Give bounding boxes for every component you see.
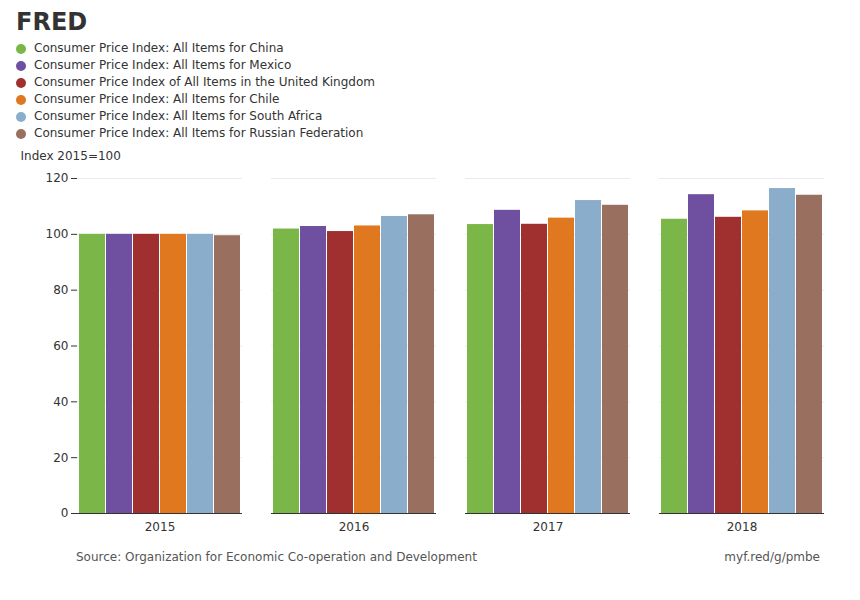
html-text:Consumer Price Index: All Item: Consumer Price Index: All Items for Russ… bbox=[34, 126, 364, 140]
svg-text:2018: 2018 bbox=[727, 520, 758, 534]
html-text:Consumer Price Index: All Item: Consumer Price Index: All Items for Chil… bbox=[34, 92, 280, 106]
html-text:Consumer Price Index: All Item: Consumer Price Index: All Items for Chin… bbox=[34, 41, 284, 55]
svg-text:100: 100 bbox=[46, 227, 69, 241]
html-text:Source: Organization for Econo: Source: Organization for Economic Co-ope… bbox=[76, 550, 477, 564]
svg-text:60: 60 bbox=[53, 339, 68, 353]
html-text:Consumer Price Index: All Item: Consumer Price Index: All Items for Mexi… bbox=[34, 58, 292, 72]
svg-text:0: 0 bbox=[61, 506, 69, 520]
html-text:Consumer Price Index of All It: Consumer Price Index of All Items in the… bbox=[34, 75, 375, 89]
svg-text:40: 40 bbox=[53, 395, 68, 409]
html-text:myf.red/g/pmbe: myf.red/g/pmbe bbox=[724, 550, 820, 564]
svg-text:2016: 2016 bbox=[339, 520, 370, 534]
html-text:FRED: FRED bbox=[16, 8, 88, 36]
svg-text:120: 120 bbox=[46, 171, 69, 185]
html-text:Consumer Price Index: All Item: Consumer Price Index: All Items for Sout… bbox=[34, 109, 323, 123]
svg-text:Index 2015=100: Index 2015=100 bbox=[21, 149, 121, 163]
svg-text:2015: 2015 bbox=[145, 520, 176, 534]
svg-text:80: 80 bbox=[53, 283, 68, 297]
svg-text:20: 20 bbox=[53, 451, 68, 465]
svg-text:2017: 2017 bbox=[533, 520, 564, 534]
